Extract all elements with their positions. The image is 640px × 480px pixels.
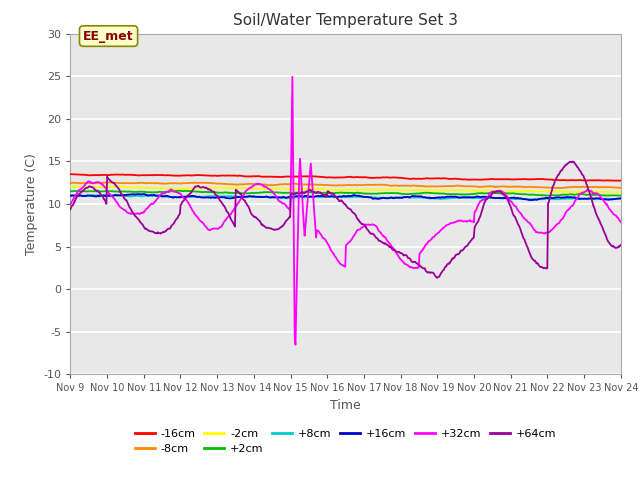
-2cm [429,188,437,193]
-16cm [67,171,74,177]
+8cm [525,197,532,203]
-16cm [429,176,436,181]
+64cm [429,270,436,276]
+2cm [617,192,625,198]
+64cm [433,275,441,281]
-2cm [413,187,421,193]
+32cm [289,74,296,80]
+16cm [134,191,142,197]
+32cm [414,265,422,271]
Line: -2cm: -2cm [70,186,621,192]
+64cm [569,158,577,164]
-8cm [105,180,113,185]
+64cm [77,190,84,196]
+2cm [67,188,74,194]
Line: +2cm: +2cm [70,191,621,196]
-8cm [77,180,84,186]
-2cm [70,183,78,189]
+2cm [77,188,84,194]
X-axis label: Time: Time [330,399,361,412]
+64cm [218,200,226,206]
+16cm [617,195,625,201]
+16cm [525,197,532,203]
-8cm [219,181,227,187]
Line: -16cm: -16cm [70,174,621,180]
-8cm [67,180,74,186]
-2cm [190,185,198,191]
Line: +8cm: +8cm [70,195,621,200]
+16cm [413,193,421,199]
-16cm [413,176,420,182]
-2cm [219,185,227,191]
-16cm [616,178,623,183]
-8cm [134,180,141,186]
+8cm [77,193,84,199]
+32cm [67,201,74,207]
-16cm [77,172,84,178]
+8cm [190,194,198,200]
-8cm [190,180,198,186]
+64cm [133,215,141,221]
-2cm [67,183,74,189]
+16cm [190,193,198,199]
Y-axis label: Temperature (C): Temperature (C) [25,153,38,255]
+32cm [430,234,438,240]
+32cm [133,211,141,216]
-2cm [77,184,85,190]
+64cm [617,242,625,248]
+8cm [429,195,437,201]
+8cm [99,192,107,198]
+8cm [617,196,625,202]
-2cm [134,185,141,191]
-16cm [218,173,226,179]
+16cm [219,194,227,200]
Legend: -16cm, -8cm, -2cm, +2cm, +8cm, +16cm, +32cm, +64cm: -16cm, -8cm, -2cm, +2cm, +8cm, +16cm, +3… [131,424,561,459]
Title: Soil/Water Temperature Set 3: Soil/Water Temperature Set 3 [233,13,458,28]
Line: -8cm: -8cm [70,182,621,188]
-2cm [617,189,625,195]
+32cm [218,223,226,228]
+64cm [413,261,420,266]
-16cm [133,172,141,178]
+2cm [543,193,551,199]
Line: +64cm: +64cm [70,161,621,278]
+64cm [189,187,196,193]
Text: EE_met: EE_met [83,30,134,43]
-16cm [189,172,196,178]
+16cm [133,192,141,197]
+32cm [292,342,300,348]
+16cm [77,192,84,198]
+32cm [77,187,84,193]
+2cm [173,188,181,193]
+2cm [413,191,421,196]
+2cm [133,189,141,195]
Line: +32cm: +32cm [70,77,621,345]
-8cm [429,183,437,189]
+2cm [219,190,227,196]
+16cm [429,195,437,201]
-8cm [413,183,421,189]
-8cm [617,185,625,191]
+8cm [134,193,141,199]
+8cm [413,194,421,200]
+2cm [429,191,437,196]
Line: +16cm: +16cm [70,194,621,200]
+8cm [67,193,74,199]
-8cm [556,185,563,191]
+32cm [189,208,196,214]
+2cm [190,189,198,194]
-2cm [612,190,620,195]
-16cm [617,178,625,183]
+64cm [67,206,74,212]
+8cm [219,193,227,199]
+32cm [617,219,625,225]
+16cm [67,193,74,199]
